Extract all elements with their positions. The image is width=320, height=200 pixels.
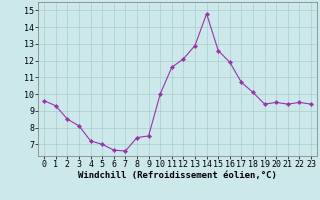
X-axis label: Windchill (Refroidissement éolien,°C): Windchill (Refroidissement éolien,°C) (78, 171, 277, 180)
